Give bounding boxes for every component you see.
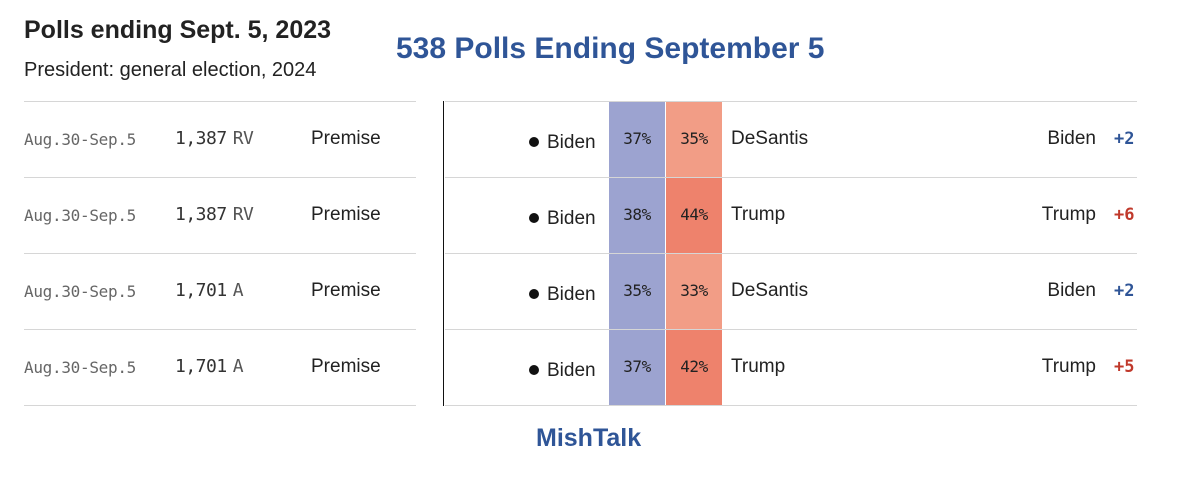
poll-dates: Aug.30-Sep.5 [24,358,136,377]
table-bottom-border [445,405,1137,406]
row-separator [445,329,1137,330]
filled-dot-icon [529,213,539,223]
candidate1-percent: 35% [609,253,665,329]
leader-name: Trump [1041,204,1096,225]
candidate1-percent: 38% [609,177,665,253]
sample-size: 1,387 RV [175,128,254,149]
poll-dates: Aug.30-Sep.5 [24,130,136,149]
candidate2-name: Trump [731,204,786,225]
sample-population: RV [232,204,254,225]
poll-dates: Aug.30-Sep.5 [24,206,136,225]
pollster-link[interactable]: Premise [311,356,381,377]
sample-population: A [232,356,244,377]
row-separator [445,101,1137,102]
table-bottom-border [24,405,416,406]
candidate2-percent: 44% [666,177,722,253]
column-divider [443,101,444,406]
candidate2-percent: 35% [666,101,722,177]
row-separator [24,177,416,178]
row-separator [445,253,1137,254]
row-separator [24,253,416,254]
row-separator [24,329,416,330]
poll-row[interactable]: 37% 35% Aug.30-Sep.5 1,387 RV Premise Biden DeS… [0,101,1195,177]
poll-row[interactable]: 35% 33% Aug.30-Sep.5 1,701 A Premise Biden DeSa… [0,253,1195,329]
candidate1-name: Biden [547,208,596,229]
candidate2-name: DeSantis [731,280,809,301]
pollster-link[interactable]: Premise [311,280,381,301]
sample-count: 1,701 [175,356,227,377]
sample-size: 1,387 RV [175,204,254,225]
leader-name: Trump [1041,356,1096,377]
poll-row[interactable]: 37% 42% Aug.30-Sep.5 1,701 A Premise Biden Trum… [0,329,1195,405]
candidate1-name: Biden [547,360,596,381]
row-separator [445,177,1137,178]
candidate2-percent: 33% [666,253,722,329]
page-subtitle: President: general election, 2024 [24,59,317,81]
poll-dates: Aug.30-Sep.5 [24,282,136,301]
sample-population: RV [232,128,254,149]
sample-size: 1,701 A [175,356,244,377]
watermark-text: MishTalk [536,424,642,452]
pollster-link[interactable]: Premise [311,128,381,149]
pollster-link[interactable]: Premise [311,204,381,225]
leader-name: Biden [1047,280,1096,301]
candidate1-percent: 37% [609,101,665,177]
candidate1-name: Biden [547,132,596,153]
page-title: Polls ending Sept. 5, 2023 [24,16,332,44]
net-margin: +2 [1114,129,1135,149]
poll-row[interactable]: 38% 44% Aug.30-Sep.5 1,387 RV Premise Biden Tru… [0,177,1195,253]
net-margin: +2 [1114,281,1135,301]
sample-count: 1,701 [175,280,227,301]
filled-dot-icon [529,365,539,375]
candidate1-percent: 37% [609,329,665,405]
overlay-caption: 538 Polls Ending September 5 [396,32,825,65]
filled-dot-icon [529,137,539,147]
leader-name: Biden [1047,128,1096,149]
sample-count: 1,387 [175,128,227,149]
sample-population: A [232,280,244,301]
net-margin: +5 [1114,357,1135,377]
polls-table: 37% 35% Aug.30-Sep.5 1,387 RV Premise Biden DeS… [0,101,1195,406]
sample-size: 1,701 A [175,280,244,301]
net-margin: +6 [1114,205,1135,225]
candidate2-name: DeSantis [731,128,809,149]
candidate2-name: Trump [731,356,786,377]
candidate2-percent: 42% [666,329,722,405]
filled-dot-icon [529,289,539,299]
candidate1-name: Biden [547,284,596,305]
sample-count: 1,387 [175,204,227,225]
row-separator [24,101,416,102]
